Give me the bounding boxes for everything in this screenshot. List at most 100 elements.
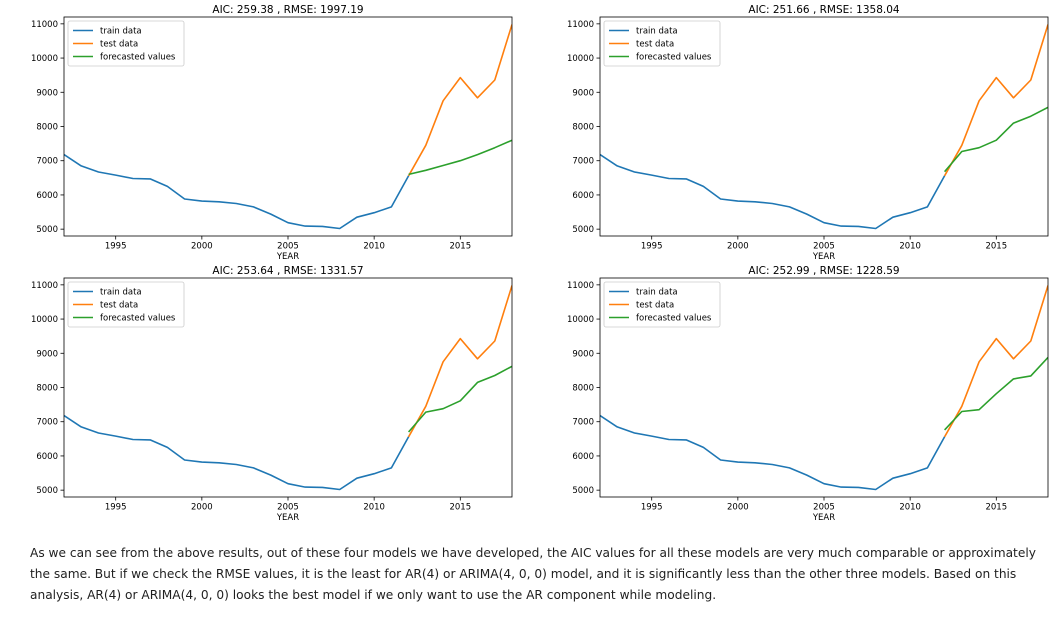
series-line-test-data bbox=[943, 285, 1048, 438]
legend-label: train data bbox=[100, 288, 142, 298]
chart-title: AIC: 252.99 , RMSE: 1228.59 bbox=[748, 265, 899, 277]
series-line-train-data bbox=[600, 414, 946, 491]
series-line-forecasted-values bbox=[943, 106, 1048, 173]
x-tick-label: 2000 bbox=[727, 242, 749, 252]
legend-label: forecasted values bbox=[636, 53, 712, 63]
y-tick-label: 11000 bbox=[31, 281, 58, 291]
chart-title: AIC: 253.64 , RMSE: 1331.57 bbox=[212, 265, 363, 277]
chart-title: AIC: 259.38 , RMSE: 1997.19 bbox=[212, 4, 363, 16]
series-line-forecasted-values bbox=[408, 139, 512, 176]
x-tick-label: 2010 bbox=[363, 242, 385, 252]
legend-box bbox=[67, 20, 185, 67]
x-tick-label: 2000 bbox=[727, 503, 749, 513]
series-group bbox=[600, 24, 1048, 230]
y-tick-label: 7000 bbox=[36, 418, 58, 428]
y-tick-label: 7000 bbox=[36, 157, 58, 167]
y-tick-label: 5000 bbox=[36, 486, 58, 496]
series-line-test-data bbox=[407, 24, 512, 177]
legend: train data test data forecasted values bbox=[67, 281, 185, 328]
x-tick-label: 2005 bbox=[813, 242, 835, 252]
series-line-train-data bbox=[64, 153, 410, 230]
y-tick-label: 11000 bbox=[567, 281, 594, 291]
legend-label: test data bbox=[636, 40, 674, 50]
series-group bbox=[64, 24, 512, 230]
analysis-caption: As we can see from the above results, ou… bbox=[30, 546, 1036, 602]
y-tick-label: 6000 bbox=[572, 452, 594, 462]
legend-label: test data bbox=[100, 40, 138, 50]
x-tick-label: 1995 bbox=[105, 242, 127, 252]
x-tick-label: 2000 bbox=[191, 503, 213, 513]
chart-svg: AIC: 251.66 , RMSE: 1358.04 5000 6000 7000 8… bbox=[567, 4, 1049, 262]
y-tick-label: 10000 bbox=[567, 315, 594, 325]
legend: train data test data forecasted values bbox=[603, 281, 721, 328]
y-tick-label: 7000 bbox=[572, 418, 594, 428]
y-tick-label: 5000 bbox=[36, 225, 58, 235]
legend-label: forecasted values bbox=[100, 314, 176, 324]
chart-svg: AIC: 259.38 , RMSE: 1997.19 5000 6000 7000 8… bbox=[31, 4, 513, 262]
chart-svg: AIC: 253.64 , RMSE: 1331.57 5000 6000 7000 8… bbox=[31, 265, 513, 523]
x-tick-label: 2015 bbox=[985, 242, 1007, 252]
legend-box bbox=[603, 281, 721, 328]
chart-aic-251: AIC: 251.66 , RMSE: 1358.04 5000 6000 7000 8… bbox=[536, 0, 1056, 262]
y-tick-label: 7000 bbox=[572, 157, 594, 167]
legend-label: forecasted values bbox=[100, 53, 176, 63]
y-tick-label: 8000 bbox=[36, 384, 58, 394]
y-tick-label: 8000 bbox=[572, 384, 594, 394]
series-line-test-data bbox=[943, 24, 1048, 177]
x-tick-label: 1995 bbox=[105, 503, 127, 513]
chart-title: AIC: 251.66 , RMSE: 1358.04 bbox=[748, 4, 900, 16]
series-line-forecasted-values bbox=[407, 365, 512, 433]
y-tick-label: 10000 bbox=[567, 54, 594, 64]
series-line-forecasted-values bbox=[944, 356, 1048, 431]
chart-svg: AIC: 252.99 , RMSE: 1228.59 5000 6000 7000 8… bbox=[567, 265, 1049, 523]
x-tick-label: 2005 bbox=[277, 503, 299, 513]
y-tick-label: 8000 bbox=[572, 123, 594, 133]
x-tick-label: 2010 bbox=[899, 242, 921, 252]
x-axis-label: YEAR bbox=[812, 252, 835, 262]
y-tick-label: 11000 bbox=[31, 20, 58, 30]
y-tick-label: 10000 bbox=[31, 54, 58, 64]
series-group bbox=[64, 285, 512, 491]
chart-aic-259: AIC: 259.38 , RMSE: 1997.19 5000 6000 7000 8… bbox=[0, 0, 520, 262]
x-axis-label: YEAR bbox=[812, 513, 835, 523]
legend-label: train data bbox=[636, 27, 678, 37]
legend-label: test data bbox=[636, 301, 674, 311]
legend-label: train data bbox=[636, 288, 678, 298]
legend-label: train data bbox=[100, 27, 142, 37]
x-tick-label: 2015 bbox=[449, 503, 471, 513]
legend: train data test data forecasted values bbox=[603, 20, 721, 67]
x-axis-label: YEAR bbox=[276, 513, 299, 523]
y-tick-label: 8000 bbox=[36, 123, 58, 133]
y-tick-label: 9000 bbox=[36, 349, 58, 359]
x-tick-label: 2015 bbox=[449, 242, 471, 252]
y-tick-label: 9000 bbox=[572, 88, 594, 98]
x-tick-label: 1995 bbox=[641, 242, 663, 252]
y-tick-label: 9000 bbox=[36, 88, 58, 98]
series-group bbox=[600, 285, 1048, 491]
x-tick-label: 2010 bbox=[363, 503, 385, 513]
y-tick-label: 11000 bbox=[567, 20, 594, 30]
legend-box bbox=[603, 20, 721, 67]
x-tick-label: 2000 bbox=[191, 242, 213, 252]
series-line-train-data bbox=[600, 153, 946, 230]
x-tick-label: 1995 bbox=[641, 503, 663, 513]
chart-aic-252: AIC: 252.99 , RMSE: 1228.59 5000 6000 7000 8… bbox=[536, 261, 1056, 523]
x-axis-label: YEAR bbox=[276, 252, 299, 262]
y-tick-label: 5000 bbox=[572, 225, 594, 235]
x-tick-label: 2005 bbox=[277, 242, 299, 252]
x-tick-label: 2010 bbox=[899, 503, 921, 513]
y-tick-label: 6000 bbox=[36, 452, 58, 462]
x-tick-label: 2005 bbox=[813, 503, 835, 513]
legend-label: test data bbox=[100, 301, 138, 311]
y-tick-label: 9000 bbox=[572, 349, 594, 359]
y-tick-label: 6000 bbox=[36, 191, 58, 201]
legend-label: forecasted values bbox=[636, 314, 712, 324]
legend-box bbox=[67, 281, 185, 328]
series-line-test-data bbox=[407, 285, 512, 438]
y-tick-label: 6000 bbox=[572, 191, 594, 201]
legend: train data test data forecasted values bbox=[67, 20, 185, 67]
y-tick-label: 10000 bbox=[31, 315, 58, 325]
y-tick-label: 5000 bbox=[572, 486, 594, 496]
x-tick-label: 2015 bbox=[985, 503, 1007, 513]
chart-aic-253: AIC: 253.64 , RMSE: 1331.57 5000 6000 7000 8… bbox=[0, 261, 520, 523]
